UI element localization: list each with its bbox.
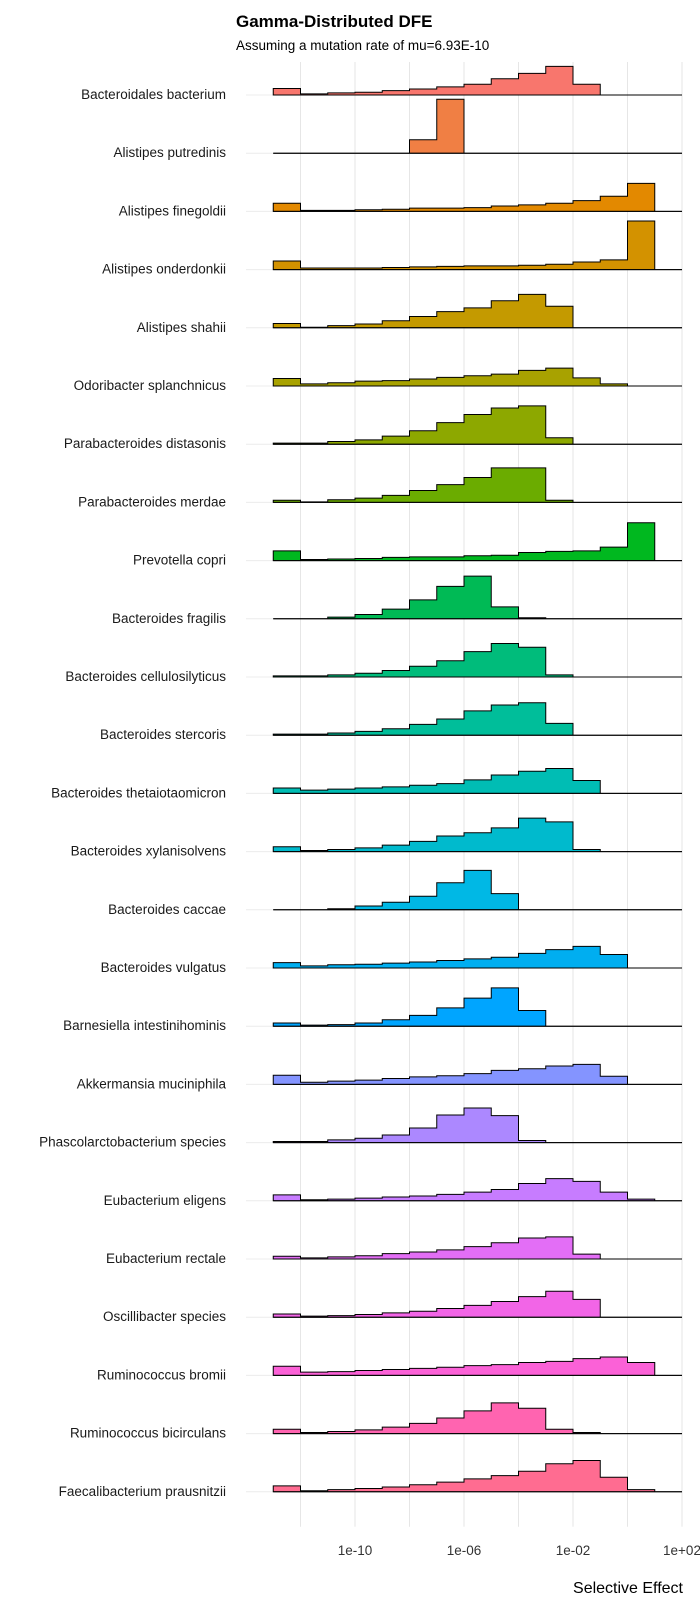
row-label: Odoribacter splanchnicus: [74, 378, 227, 393]
ridge-histogram: [272, 1290, 682, 1318]
x-tick-label: 1e-02: [556, 1543, 591, 1558]
row-label: Bacteroides xylanisolvens: [71, 844, 227, 859]
x-axis-ticks: 1e-10 1e-06 1e-02 1e+02: [338, 1543, 700, 1558]
row-label: Alistipes onderdonkii: [102, 262, 226, 277]
ridge-histogram: [272, 467, 682, 503]
ridge-histogram: [272, 1063, 682, 1085]
row-label: Parabacteroides distasonis: [64, 436, 226, 451]
x-axis-title: Selective Effect: [573, 1580, 684, 1597]
row-label: Akkermansia muciniphila: [77, 1076, 227, 1091]
ridge-histogram: [272, 987, 682, 1027]
ridge-histogram: [272, 65, 682, 96]
ridge-series: [272, 467, 682, 503]
ridge-series: [272, 220, 682, 271]
ridge-histogram: [272, 1107, 682, 1144]
row-label: Oscillibacter species: [103, 1309, 226, 1324]
ridge-histogram: [272, 768, 682, 794]
row-label: Alistipes shahii: [137, 320, 226, 335]
row-label: Prevotella copri: [133, 553, 226, 568]
row-label: Eubacterium rectale: [106, 1251, 226, 1266]
row-label: Alistipes putredinis: [113, 145, 226, 160]
row-label: Bacteroides cellulosilyticus: [65, 669, 226, 684]
row-label: Faecalibacterium prausnitzii: [59, 1484, 226, 1499]
ridge-series: [272, 702, 682, 736]
row-label: Eubacterium eligens: [104, 1193, 227, 1208]
ridge-histogram: [272, 1459, 682, 1493]
ridge-series: [272, 405, 682, 445]
ridge-histogram: [273, 98, 682, 154]
row-label: Bacteroidales bacterium: [81, 87, 226, 102]
ridge-series: [272, 643, 682, 678]
ridge-histogram: [272, 182, 682, 212]
ridge-series: [272, 1236, 682, 1260]
ridge-histogram: [272, 1402, 682, 1435]
ridge-series: [272, 1402, 682, 1435]
ridge-histogram: [272, 1236, 682, 1260]
ridge-series: [272, 1356, 682, 1376]
ridge-series: [272, 182, 682, 212]
ridge-histogram: [272, 945, 682, 969]
ridge-series: [272, 65, 682, 96]
row-label: Bacteroides caccae: [108, 902, 226, 917]
row-label: Ruminococcus bromii: [97, 1367, 226, 1382]
ridge-series: [272, 1459, 682, 1493]
row-label: Bacteroides thetaiotaomicron: [51, 785, 226, 800]
ridge-series: [272, 987, 682, 1027]
ridge-series: [272, 522, 682, 562]
row-label: Bacteroides stercoris: [100, 727, 226, 742]
ridge-histogram: [272, 817, 682, 853]
row-label: Ruminococcus bicirculans: [70, 1426, 226, 1441]
ridge-histogram: [272, 1356, 682, 1376]
ridge-histogram: [272, 405, 682, 445]
ridge-series: [272, 1290, 682, 1318]
row-label: Alistipes finegoldii: [119, 203, 226, 218]
ridge-series: [272, 768, 682, 794]
ridge-histogram: [272, 522, 682, 562]
row-labels: Bacteroidales bacterium Alistipes putredi…: [39, 87, 226, 1499]
chart-title: Gamma-Distributed DFE: [236, 12, 432, 31]
ridge-series: [273, 869, 682, 911]
ridge-series: [272, 1107, 682, 1144]
row-label: Bacteroides fragilis: [112, 611, 226, 626]
ridge-histogram: [272, 293, 682, 329]
ridge-series: [273, 98, 682, 154]
ridge-histogram: [272, 220, 682, 271]
ridge-series: [272, 945, 682, 969]
ridge-series: [273, 575, 682, 620]
ridge-series: [272, 817, 682, 853]
ridge-histogram: [272, 367, 682, 387]
ridges: [272, 65, 682, 1493]
row-label: Barnesiella intestinihominis: [63, 1018, 226, 1033]
ridge-histogram: [273, 869, 682, 911]
chart-subtitle: Assuming a mutation rate of mu=6.93E-10: [236, 38, 489, 53]
x-tick-label: 1e-06: [447, 1543, 482, 1558]
ridge-histogram: [273, 575, 682, 620]
ridge-histogram: [272, 643, 682, 678]
row-label: Bacteroides vulgatus: [101, 960, 227, 975]
row-label: Phascolarctobacterium species: [39, 1135, 226, 1150]
ridge-histogram: [272, 1178, 682, 1202]
ridge-series: [272, 1063, 682, 1085]
ridge-series: [272, 293, 682, 329]
ridge-series: [272, 367, 682, 387]
x-tick-label: 1e+02: [663, 1543, 700, 1558]
ridge-series: [272, 1178, 682, 1202]
ridge-histogram: [272, 702, 682, 736]
row-label: Parabacteroides merdae: [78, 494, 226, 509]
x-tick-label: 1e-10: [338, 1543, 373, 1558]
